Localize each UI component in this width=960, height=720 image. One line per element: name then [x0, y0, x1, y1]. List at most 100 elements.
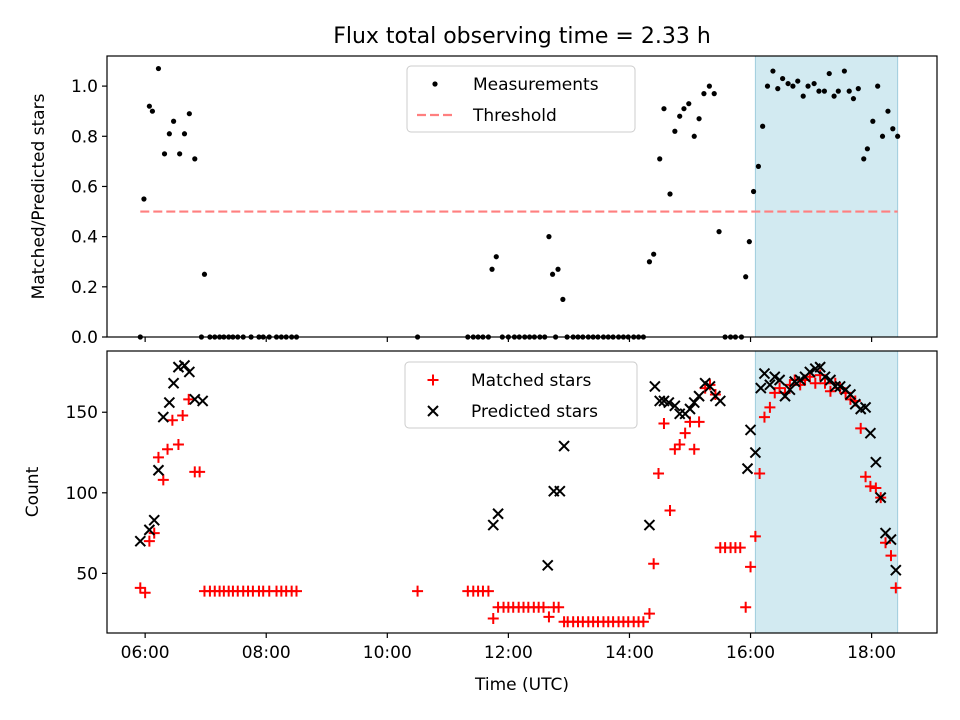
predicted-star-point: [542, 559, 554, 572]
matched-star-point: [669, 443, 681, 455]
predicted-star-point: [758, 367, 771, 380]
predicted-star-point: [874, 491, 887, 504]
matched-star-point: [177, 409, 189, 421]
legend: Measurements Threshold: [406, 65, 636, 133]
predicted-star-point: [684, 403, 696, 415]
measurement-point: [657, 156, 663, 162]
matched-star-point: [688, 443, 700, 455]
matched-star-point: [152, 451, 164, 463]
measurement-point: [192, 156, 198, 162]
predicted-star-point: [152, 464, 165, 476]
measurement-point: [716, 229, 722, 235]
legend-marker-matched: [427, 374, 439, 386]
legend-label: Threshold: [472, 106, 557, 126]
legend-box: [404, 361, 638, 429]
y-tick-label: 0.4: [71, 228, 98, 248]
measurement-point: [651, 251, 657, 257]
measurement-point: [816, 88, 822, 94]
matched-star-point: [674, 438, 686, 450]
measurement-point: [686, 101, 692, 107]
predicted-star-point: [196, 395, 209, 407]
measurement-point: [746, 239, 752, 245]
predicted-star-point: [492, 508, 504, 520]
measurement-point: [155, 65, 162, 72]
predicted-star-point: [704, 380, 716, 393]
matched-star-point: [693, 416, 705, 428]
x-tick-label: 08:00: [242, 643, 291, 663]
matched-star-point: [789, 374, 801, 386]
measurement-point: [201, 271, 208, 277]
measurement-point: [706, 83, 712, 89]
matched-star-point: [482, 585, 494, 597]
y-tick-label: 1.0: [71, 77, 98, 97]
matched-star-point: [648, 558, 660, 570]
matched-star-point: [487, 612, 499, 624]
predicted-star-point: [148, 514, 160, 526]
legend-marker-predicted: [427, 405, 439, 417]
measurement-point: [795, 78, 801, 84]
matched-star-point: [734, 542, 746, 554]
predicted-star-point: [649, 380, 661, 393]
x-tick-label: 16:00: [726, 643, 775, 663]
predicted-star-point: [669, 400, 681, 412]
measurement-point: [850, 96, 857, 102]
measurement-point: [841, 68, 847, 74]
predicted-star-point: [157, 411, 170, 423]
predicted-star-point: [870, 456, 882, 468]
y-tick-label: 150: [66, 403, 98, 423]
legend-label: Measurements: [473, 75, 599, 95]
y-axis-label: Count: [23, 466, 43, 517]
predicted-star-point: [829, 380, 842, 393]
matched-star-point: [860, 471, 872, 483]
measurement-point: [775, 86, 781, 92]
measurement-point: [780, 75, 786, 82]
measurement-point: [811, 80, 817, 87]
legend-marker-measurements: [432, 81, 438, 87]
matched-star-point: [139, 587, 151, 599]
y-tick-label: 0.8: [71, 127, 98, 147]
predicted-star-point: [804, 366, 816, 378]
y-tick-label: 0.6: [71, 177, 98, 197]
matched-star-point: [172, 438, 184, 450]
series-matched-stars: [134, 369, 902, 628]
measurement-point: [821, 88, 827, 94]
measurement-point: [166, 131, 172, 137]
figure-title: Flux total observing time = 2.33 h: [333, 24, 711, 49]
matched-star-point: [653, 467, 665, 479]
predicted-star-point: [784, 383, 796, 396]
measurement-point: [879, 133, 886, 139]
observing-window-span: [754, 350, 899, 634]
measurement-point: [181, 131, 188, 137]
matched-star-point: [885, 550, 897, 562]
predicted-star-point: [554, 485, 566, 497]
y-axis-label: Matched/Predicted stars: [29, 93, 49, 299]
matched-star-point: [749, 530, 761, 542]
matched-star-point: [679, 427, 691, 439]
legend-box: [406, 65, 636, 133]
predicted-star-point: [755, 382, 767, 394]
top-panel-ratio-chart: 0.0 0.2 0.4 0.6 0.8 1.0 Matched/Predicted star…: [29, 55, 938, 348]
matched-star-point: [758, 411, 770, 423]
matched-star-point: [870, 482, 882, 494]
predicted-star-point: [819, 371, 831, 383]
measurement-point: [895, 133, 901, 139]
measurement-point: [711, 91, 717, 97]
predicted-star-point: [143, 524, 156, 536]
predicted-star-point: [885, 533, 897, 546]
matched-star-point: [740, 601, 752, 613]
measurement-point: [855, 86, 861, 92]
measurement-point: [667, 191, 673, 197]
measurement-point: [800, 93, 806, 99]
x-axis-label: Time (UTC): [474, 675, 569, 695]
predicted-star-point: [864, 427, 877, 439]
predicted-star-point: [163, 396, 176, 409]
measurement-point: [870, 118, 876, 124]
measurement-point: [760, 123, 766, 129]
x-tick-label: 12:00: [484, 643, 533, 663]
axes-frame: [106, 55, 938, 338]
measurement-point: [549, 271, 556, 277]
measurement-point: [560, 296, 566, 302]
predicted-star-point: [741, 462, 754, 475]
measurement-point: [861, 156, 867, 162]
x-tick-label: 06:00: [121, 643, 170, 663]
